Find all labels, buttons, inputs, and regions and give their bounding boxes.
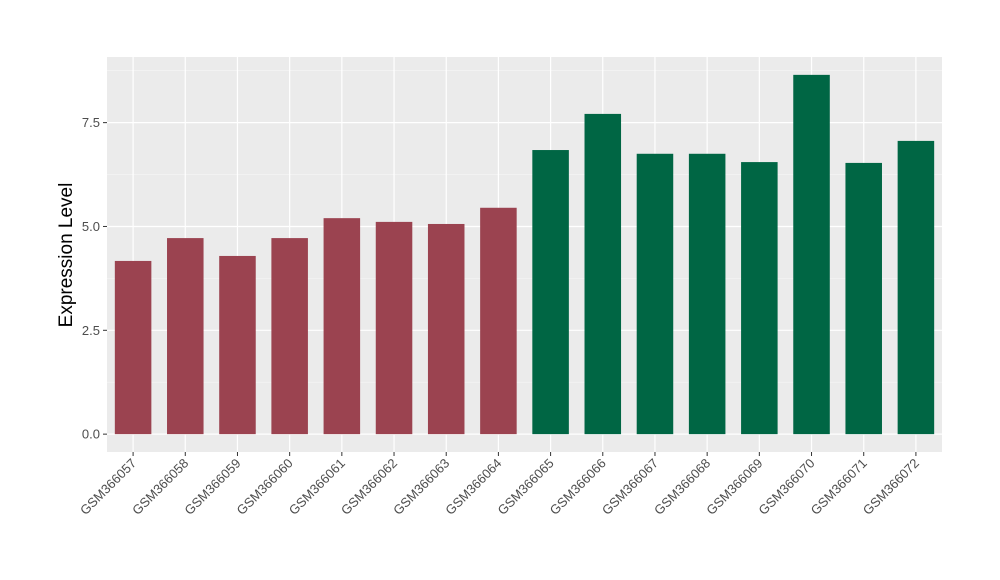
- bar-GSM366070: [793, 74, 830, 435]
- bar-GSM366071: [845, 162, 882, 435]
- bar-GSM366062: [375, 221, 413, 435]
- bar-GSM366063: [427, 223, 465, 435]
- bar-GSM366058: [167, 238, 204, 435]
- y-tick-label: 2.5: [82, 323, 100, 338]
- y-tick-label: 0.0: [82, 427, 100, 442]
- y-tick-label: 7.5: [82, 115, 100, 130]
- y-axis-label: Expression Level: [56, 183, 77, 328]
- bar-GSM366057: [114, 260, 152, 435]
- bar-GSM366069: [741, 162, 778, 435]
- x-tick-label: GSM366072: [860, 456, 922, 518]
- y-tick-label: 5.0: [82, 219, 100, 234]
- bar-GSM366060: [271, 238, 308, 435]
- bar-GSM366067: [636, 153, 674, 435]
- bar-GSM366064: [480, 207, 517, 435]
- bar-GSM366061: [323, 218, 361, 435]
- bar-GSM366068: [688, 153, 726, 435]
- bar-GSM366059: [219, 255, 256, 435]
- bar-GSM366066: [584, 113, 622, 435]
- bar-GSM366072: [897, 140, 935, 435]
- bar-GSM366065: [532, 150, 569, 435]
